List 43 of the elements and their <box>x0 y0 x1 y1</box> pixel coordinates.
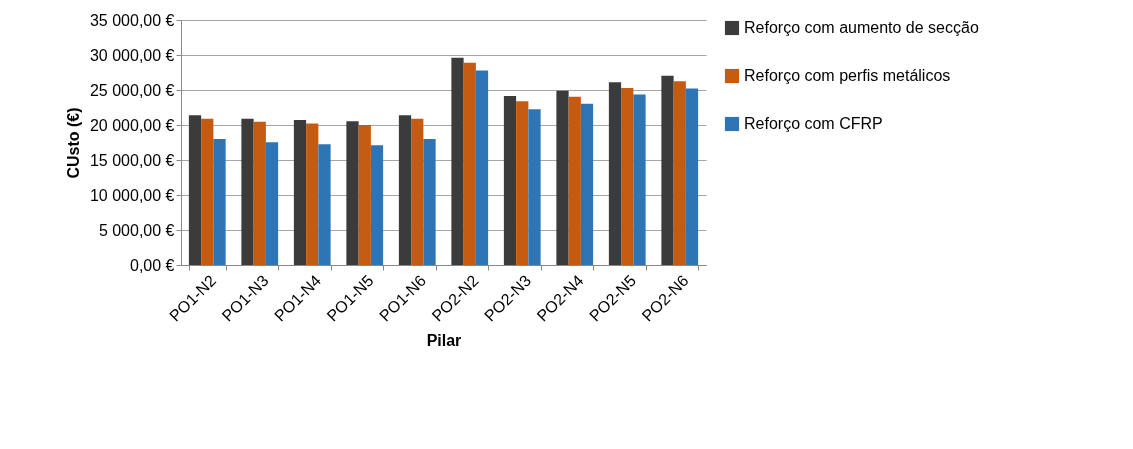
y-tick-label: 5 000,00 € <box>98 221 175 239</box>
bar <box>633 94 646 265</box>
legend-label: Reforço com aumento de secção <box>744 19 979 36</box>
bar <box>241 118 254 265</box>
bar <box>463 62 476 265</box>
bar <box>568 96 581 265</box>
bar <box>201 118 214 265</box>
y-tick-label: 25 000,00 € <box>89 81 175 99</box>
x-axis-title: Pilar <box>426 331 462 349</box>
y-tick-label: 35 000,00 € <box>89 11 175 29</box>
bar <box>608 82 622 265</box>
bar <box>673 81 686 265</box>
bar <box>475 70 489 265</box>
bar <box>293 120 307 265</box>
y-tick-label: 0,00 € <box>130 256 175 274</box>
bar <box>556 90 569 265</box>
bar <box>528 109 541 265</box>
bar <box>516 101 529 265</box>
legend-label: Reforço com perfis metálicos <box>744 67 951 84</box>
bar <box>265 142 279 265</box>
y-axis-title: CUsto (€) <box>64 107 82 179</box>
bar <box>661 75 674 265</box>
y-tick-label: 10 000,00 € <box>89 186 175 204</box>
bar <box>398 115 412 265</box>
legend-label: Reforço com CFRP <box>744 115 883 132</box>
bar <box>451 57 464 265</box>
bar <box>253 121 266 265</box>
bar <box>358 125 371 265</box>
bar <box>346 121 359 265</box>
y-tick-label: 15 000,00 € <box>89 151 175 169</box>
bar <box>503 95 517 265</box>
bar <box>621 87 634 265</box>
y-tick-label: 20 000,00 € <box>89 116 175 134</box>
bar <box>685 88 699 265</box>
bar <box>370 145 384 265</box>
y-tick-label: 30 000,00 € <box>89 46 175 64</box>
bar <box>411 118 424 265</box>
bar <box>423 139 436 265</box>
bar <box>580 103 594 265</box>
bar <box>318 144 331 265</box>
bar <box>306 123 319 265</box>
bar <box>213 139 226 265</box>
bar <box>188 115 202 265</box>
